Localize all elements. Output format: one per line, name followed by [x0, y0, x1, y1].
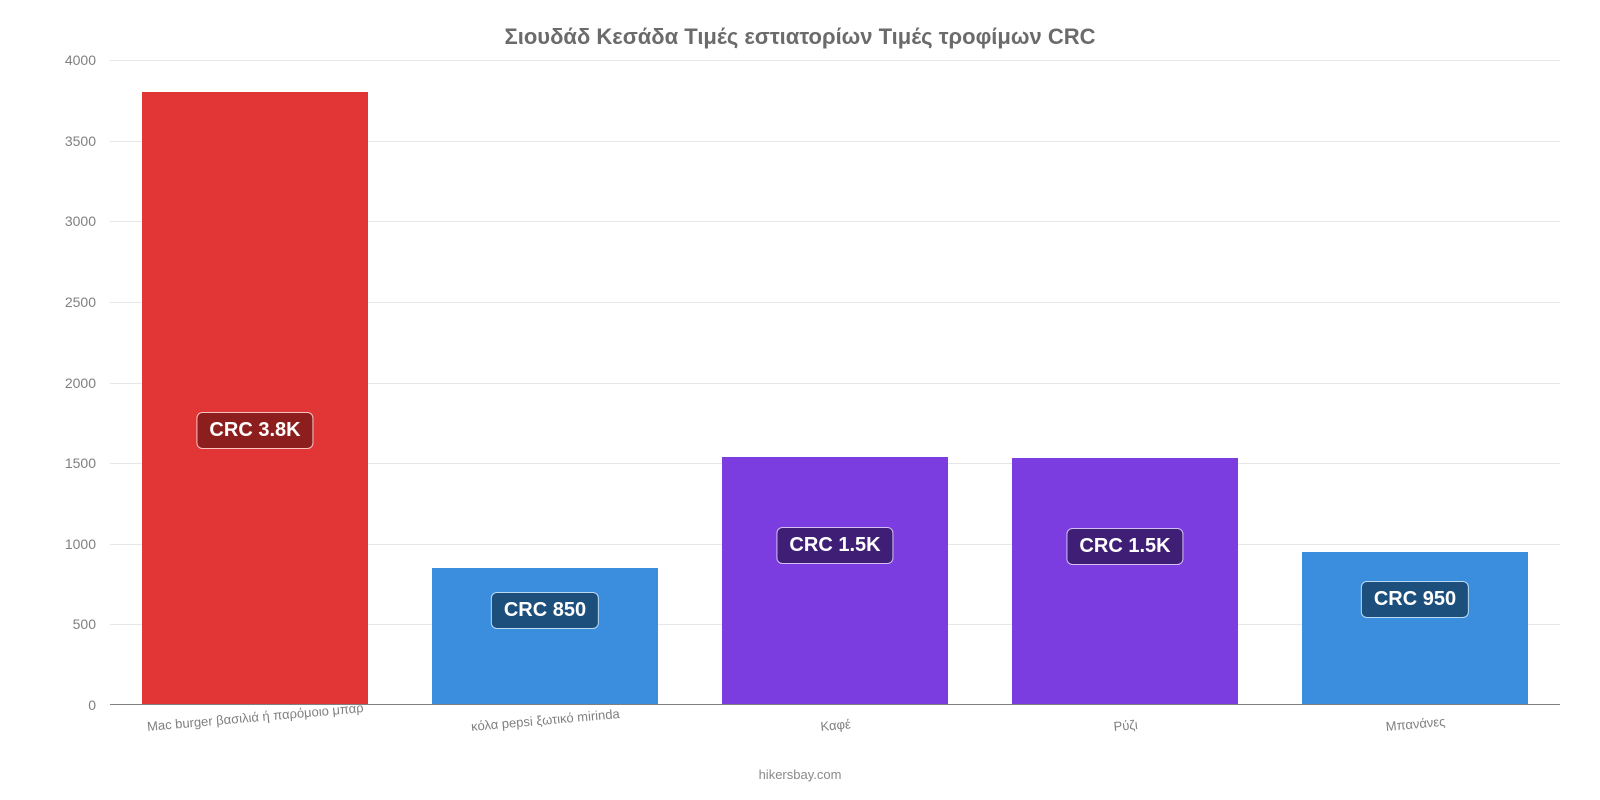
x-tick-label: κόλα pepsi ξωτικό mirinda: [470, 706, 620, 734]
y-tick-label: 2500: [0, 294, 96, 310]
chart-title: Σιουδάδ Κεσάδα Τιμές εστιατορίων Τιμές τ…: [0, 24, 1600, 50]
y-tick-label: 2000: [0, 375, 96, 391]
bar: [722, 457, 948, 705]
x-tick-label: Ρύζι: [1113, 717, 1138, 734]
bar-value-badge: CRC 950: [1361, 581, 1469, 618]
bar-value-badge: CRC 3.8K: [196, 412, 313, 449]
y-tick-label: 1500: [0, 455, 96, 471]
x-tick-label: Μπανάνες: [1385, 714, 1446, 734]
x-tick-label: Mac burger βασιλιά ή παρόμοιο μπαρ: [146, 700, 364, 734]
bar: [142, 92, 368, 705]
y-tick-label: 3500: [0, 133, 96, 149]
bars-layer: CRC 3.8K CRC 850 CRC 1.5K CRC 1.5K CRC 950: [110, 60, 1560, 705]
bar-value-badge: CRC 1.5K: [776, 527, 893, 564]
bar: [432, 568, 658, 705]
plot-area: CRC 3.8K CRC 850 CRC 1.5K CRC 1.5K CRC 950: [110, 60, 1560, 705]
y-tick-label: 500: [0, 616, 96, 632]
y-tick-label: 1000: [0, 536, 96, 552]
bar: [1012, 458, 1238, 705]
bar: [1302, 552, 1528, 705]
bar-value-badge: CRC 850: [491, 592, 599, 629]
y-tick-label: 3000: [0, 213, 96, 229]
y-tick-label: 0: [0, 697, 96, 713]
chart-container: Σιουδάδ Κεσάδα Τιμές εστιατορίων Τιμές τ…: [0, 0, 1600, 800]
y-tick-label: 4000: [0, 52, 96, 68]
x-tick-label: Καφέ: [820, 716, 851, 734]
bar-value-badge: CRC 1.5K: [1066, 528, 1183, 565]
attribution: hikersbay.com: [0, 767, 1600, 782]
